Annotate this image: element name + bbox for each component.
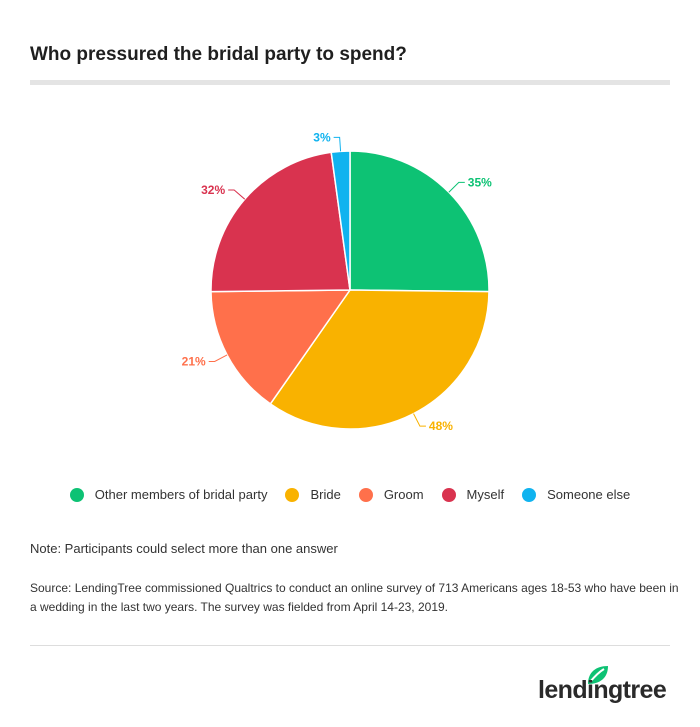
leader-line-groom (208, 354, 228, 362)
pie-slice-bride (269, 289, 490, 430)
legend-swatch (441, 487, 456, 502)
legend-label: Other members of bridal party (94, 487, 268, 502)
legend-item-other-members-of-bridal-party: Other members of bridal party (69, 487, 268, 502)
legend-swatch (69, 487, 84, 502)
legend-item-someone-else: Someone else (522, 487, 630, 502)
chart-legend: Other members of bridal party Bride Groom M… (0, 487, 700, 502)
data-label-groom: 21% (182, 354, 206, 368)
pie-slice-myself (210, 151, 351, 293)
legend-label: Bride (310, 487, 341, 502)
legend-label: Someone else (547, 487, 631, 502)
title-divider (30, 80, 670, 85)
chart-note: Note: Participants could select more tha… (30, 541, 338, 556)
chart-title: Who pressured the bridal party to spend? (30, 44, 407, 65)
chart-source: Source: LendingTree commissioned Qualtri… (30, 581, 679, 614)
legend-item-bride: Bride (285, 487, 341, 502)
pie-slice-other-members-of-bridal-party (349, 150, 490, 293)
data-label-someone-else: 3% (313, 130, 331, 144)
pie-slice-groom (210, 289, 352, 405)
legend-label: Groom (383, 487, 424, 502)
footer-divider (30, 645, 670, 646)
lendingtree-logo: lendingtree (538, 664, 673, 710)
legend-swatch (285, 487, 300, 502)
legend-item-myself: Myself (441, 487, 505, 502)
leader-line-bride (413, 413, 426, 427)
logo-wordmark: lendingtree (538, 676, 667, 704)
leader-line-myself (228, 189, 246, 200)
data-label-other-members-of-bridal-party: 35% (468, 175, 492, 189)
legend-label: Myself (466, 487, 505, 502)
data-label-myself: 32% (201, 183, 225, 197)
leader-line-other-members-of-bridal-party (448, 181, 465, 193)
leaf-icon (588, 666, 608, 684)
legend-swatch (522, 487, 537, 502)
pie-chart: 35% 48% 21% 32% 3% (182, 130, 492, 433)
legend-item-groom: Groom (358, 487, 424, 502)
data-label-bride: 48% (429, 419, 453, 433)
legend-swatch (358, 487, 373, 502)
leader-line-someone-else (333, 136, 342, 152)
